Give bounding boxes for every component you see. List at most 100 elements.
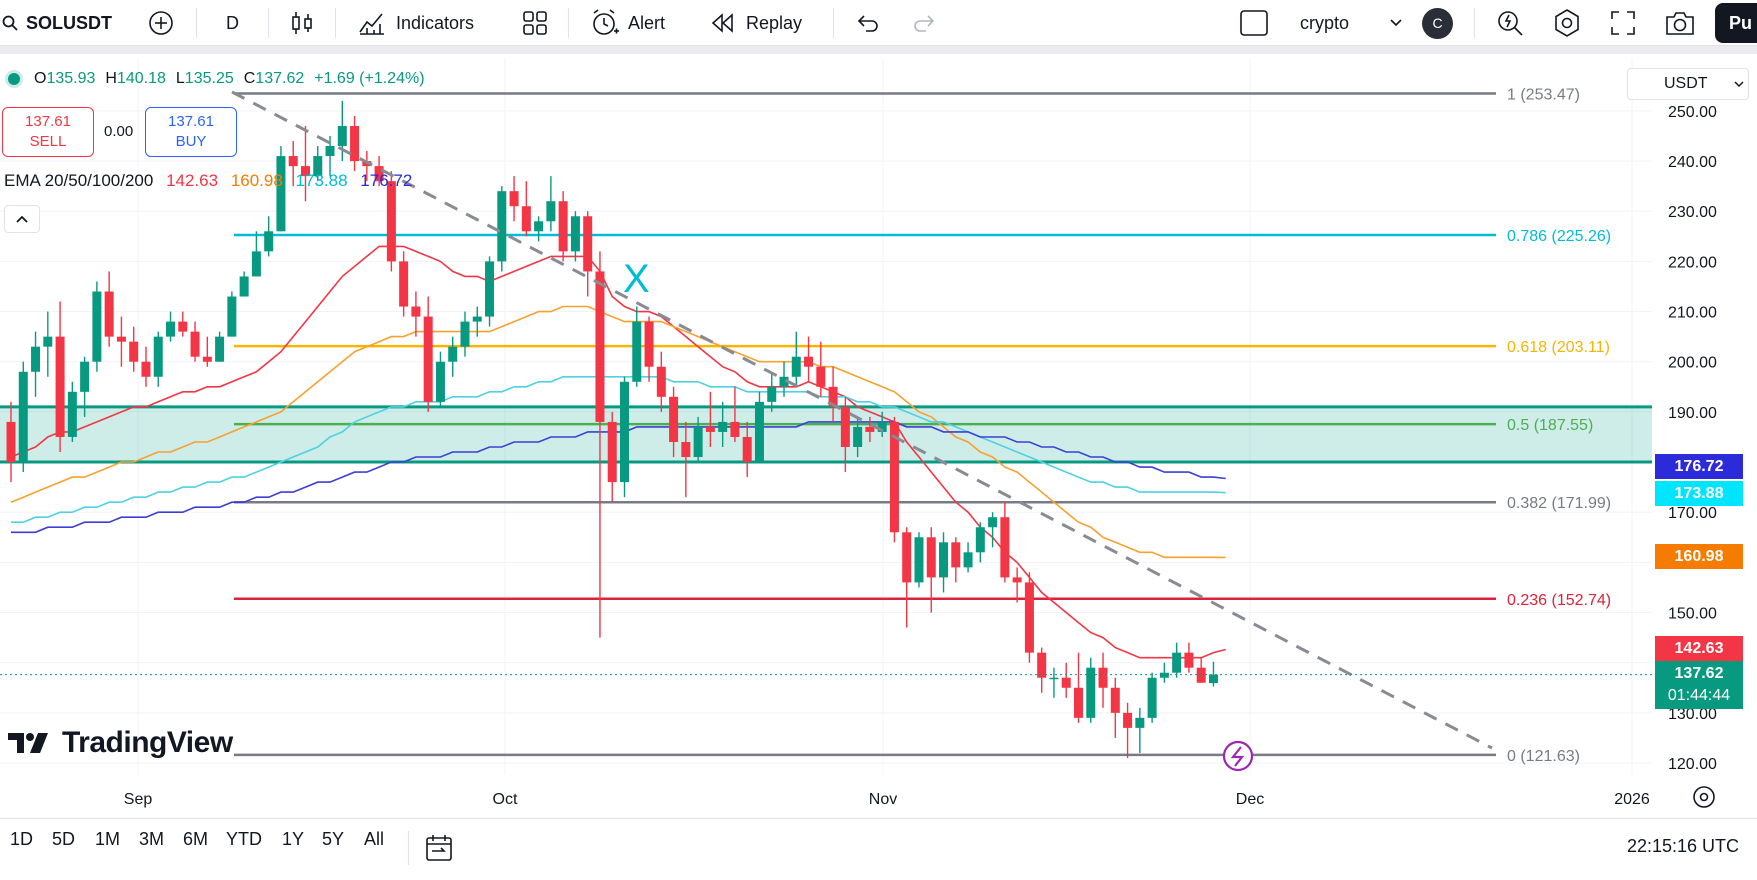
settings-icon bbox=[1555, 9, 1579, 37]
buy-button[interactable]: 137.61 BUY bbox=[145, 107, 237, 157]
candle-body bbox=[153, 336, 163, 377]
candle-body bbox=[6, 421, 16, 463]
candle-body bbox=[129, 341, 139, 362]
chevron-down-icon bbox=[1390, 19, 1402, 27]
currency-selector[interactable]: USDT bbox=[1627, 68, 1749, 100]
price-chart[interactable]: 1 (253.47) 0.786 (225.26) 0.618 (203.11) 0.… bbox=[0, 0, 1757, 818]
chart-type-button[interactable] bbox=[290, 0, 314, 46]
screenshot-button[interactable] bbox=[1664, 0, 1696, 46]
redo-button[interactable] bbox=[912, 0, 936, 46]
range-3m[interactable]: 3M bbox=[139, 829, 165, 849]
open-label: O bbox=[34, 70, 47, 87]
candle-body bbox=[705, 426, 715, 432]
go-to-date-button[interactable] bbox=[424, 833, 454, 868]
search-icon bbox=[2, 15, 18, 31]
range-5d[interactable]: 5D bbox=[52, 829, 76, 849]
candle-body bbox=[1208, 674, 1218, 684]
indicators-button[interactable]: Indicators bbox=[358, 0, 474, 46]
range-1d[interactable]: 1D bbox=[10, 829, 34, 849]
candle-body bbox=[570, 216, 580, 252]
alert-button[interactable]: Alert bbox=[590, 0, 665, 46]
publish-button[interactable]: Pu bbox=[1715, 0, 1757, 46]
price-tick-label: 190.00 bbox=[1668, 405, 1717, 422]
sell-price: 137.61 bbox=[25, 113, 71, 130]
rewind-icon bbox=[711, 13, 733, 33]
gear-icon bbox=[1693, 786, 1715, 808]
chart-annotation-x[interactable]: X bbox=[623, 257, 650, 301]
candle-body bbox=[485, 261, 495, 317]
range-1y[interactable]: 1Y bbox=[282, 829, 305, 849]
ema20-value: 142.63 bbox=[166, 171, 219, 190]
fib-level-label: 0.382 (171.99) bbox=[1507, 495, 1611, 512]
time-tick-label: Oct bbox=[493, 791, 518, 808]
tradingview-logo: TradingView bbox=[8, 726, 233, 760]
settings-button[interactable] bbox=[1552, 0, 1582, 46]
candle-body bbox=[558, 201, 568, 252]
ema20-price-tag: 142.63 bbox=[1655, 636, 1743, 661]
candle-body bbox=[386, 181, 396, 262]
downtrend-line[interactable] bbox=[231, 90, 1493, 750]
symbol-search[interactable]: SOLUSDT bbox=[2, 0, 112, 46]
spread-value: 0.00 bbox=[104, 123, 134, 140]
price-axis[interactable]: 250.00 240.00 230.00 220.00 210.00 200.00 190.… bbox=[1668, 104, 1717, 773]
price-tick-label: 130.00 bbox=[1668, 706, 1717, 723]
user-avatar[interactable]: C bbox=[1422, 0, 1453, 46]
square-icon bbox=[1240, 10, 1268, 36]
price-tick-label: 170.00 bbox=[1668, 505, 1717, 522]
compare-symbol-button[interactable] bbox=[148, 0, 174, 46]
candle-body bbox=[595, 271, 605, 422]
templates-button[interactable] bbox=[522, 0, 548, 46]
range-6m[interactable]: 6M bbox=[183, 829, 209, 849]
ema200-value: 176.72 bbox=[360, 171, 413, 190]
fibonacci-retracement[interactable]: 1 (253.47) 0.786 (225.26) 0.618 (203.11) 0.… bbox=[234, 87, 1611, 765]
replay-button[interactable]: Replay bbox=[710, 0, 802, 46]
candle-body bbox=[104, 291, 114, 337]
candle-body bbox=[227, 296, 237, 337]
fib-level-label: 0 (121.63) bbox=[1507, 748, 1580, 765]
candle-body bbox=[1159, 672, 1169, 678]
support-zone bbox=[0, 406, 1652, 463]
collapse-legend-button[interactable] bbox=[4, 205, 40, 233]
time-axis-settings-button[interactable] bbox=[1693, 786, 1715, 808]
ema-legend[interactable]: EMA 20/50/100/200 142.63 160.98 173.88 1… bbox=[4, 171, 420, 191]
layout-checkbox[interactable] bbox=[1240, 0, 1268, 46]
candle-body bbox=[1061, 677, 1071, 688]
ohlc-legend: O 135.93 H 140.18 L 135.25 C 137.62 +1.69 (+… bbox=[8, 70, 435, 88]
chevron-down-icon bbox=[1734, 81, 1744, 88]
candle-body bbox=[1049, 677, 1059, 680]
sell-button[interactable]: 137.61 SELL bbox=[2, 107, 94, 157]
candle-body bbox=[313, 156, 323, 177]
publish-label: Pu bbox=[1715, 3, 1757, 43]
candle-body bbox=[497, 191, 507, 262]
candle-body bbox=[816, 366, 826, 387]
range-1m[interactable]: 1M bbox=[95, 829, 121, 849]
interval-button[interactable]: D bbox=[226, 0, 239, 46]
tradingview-wordmark: TradingView bbox=[62, 726, 233, 759]
candle-body bbox=[472, 316, 482, 322]
fib-level-label: 1 (253.47) bbox=[1507, 87, 1580, 104]
candle-body bbox=[92, 291, 102, 362]
replay-label: Replay bbox=[746, 12, 803, 33]
range-ytd[interactable]: YTD bbox=[226, 829, 262, 849]
candle-body bbox=[448, 346, 458, 362]
candle-body bbox=[877, 421, 887, 432]
fullscreen-button[interactable] bbox=[1610, 0, 1636, 46]
price-tick-label: 210.00 bbox=[1668, 305, 1717, 322]
range-5y[interactable]: 5Y bbox=[322, 829, 345, 849]
candle-body bbox=[43, 336, 53, 347]
undo-button[interactable] bbox=[856, 0, 880, 46]
interval-label: D bbox=[226, 12, 239, 33]
candle-body bbox=[779, 376, 789, 387]
range-all[interactable]: All bbox=[364, 829, 385, 849]
event-marker[interactable] bbox=[1222, 740, 1254, 772]
fib-level-label: 0.786 (225.26) bbox=[1507, 228, 1611, 245]
layout-name-button[interactable]: crypto bbox=[1300, 0, 1403, 46]
candle-body bbox=[31, 346, 41, 372]
candle-body bbox=[1037, 652, 1047, 678]
utc-clock[interactable]: 22:15:16 UTC bbox=[1626, 836, 1739, 856]
low-label: L bbox=[175, 70, 185, 87]
candle-body bbox=[939, 542, 949, 578]
time-axis[interactable]: Sep Oct Nov Dec 2026 bbox=[124, 791, 1650, 808]
quick-search-button[interactable] bbox=[1496, 0, 1524, 46]
fib-level-label: 0.5 (187.55) bbox=[1507, 417, 1593, 434]
